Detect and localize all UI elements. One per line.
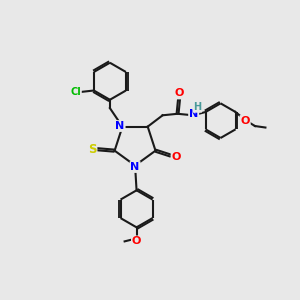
Text: Cl: Cl [70,87,81,97]
Text: H: H [193,102,201,112]
Text: O: O [174,88,184,98]
Text: O: O [240,116,250,126]
Text: N: N [189,109,198,119]
Text: S: S [88,143,97,156]
Text: O: O [132,236,141,246]
Text: N: N [116,121,125,131]
Text: N: N [130,162,140,172]
Text: O: O [172,152,181,162]
